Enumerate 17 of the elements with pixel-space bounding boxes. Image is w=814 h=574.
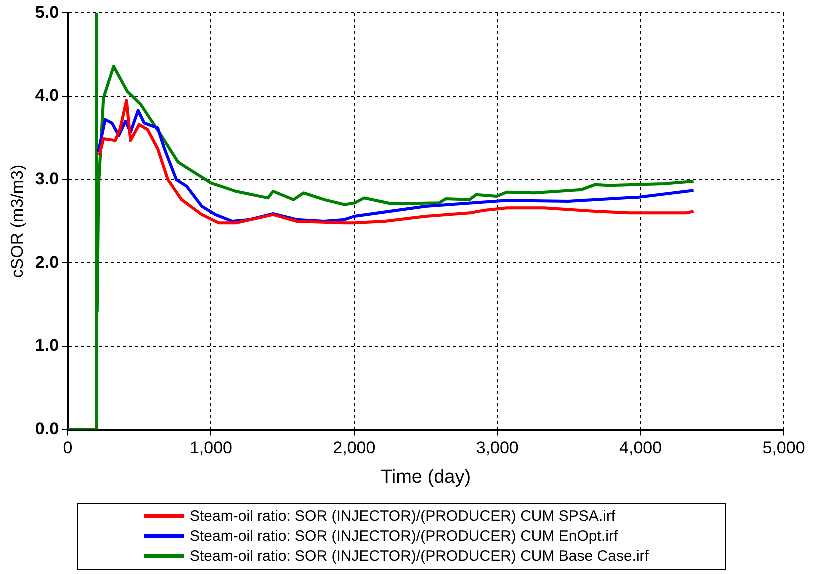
legend-label: Steam-oil ratio: SOR (INJECTOR)/(PRODUCER) CUM Base Case.irf: [190, 548, 649, 564]
y-tick-label: 4.0: [35, 86, 60, 106]
x-tick-label: 5,000: [762, 438, 806, 458]
y-tick-label: 1.0: [35, 336, 60, 356]
x-tick-label: 3,000: [476, 438, 519, 458]
x-tick-label: 4,000: [620, 438, 662, 458]
x-tick-label: 2,000: [333, 438, 376, 458]
legend-label: Steam-oil ratio: SOR (INJECTOR)/(PRODUCER) CUM SPSA.irf: [190, 508, 616, 524]
legend-label: Steam-oil ratio: SOR (INJECTOR)/(PRODUCER) CUM EnOpt.irf: [190, 528, 618, 544]
y-tick-label: 5.0: [35, 2, 60, 22]
x-tick-label: 0: [63, 438, 73, 458]
y-axis-title: cSOR (m3/m3): [8, 164, 27, 278]
y-tick-label: 2.0: [35, 252, 60, 272]
y-tick-label: 3.0: [35, 170, 60, 189]
y-tick-label: 0.0: [35, 419, 60, 438]
x-axis-title: Time (day): [380, 466, 472, 488]
x-tick-label: 1,000: [190, 438, 232, 458]
